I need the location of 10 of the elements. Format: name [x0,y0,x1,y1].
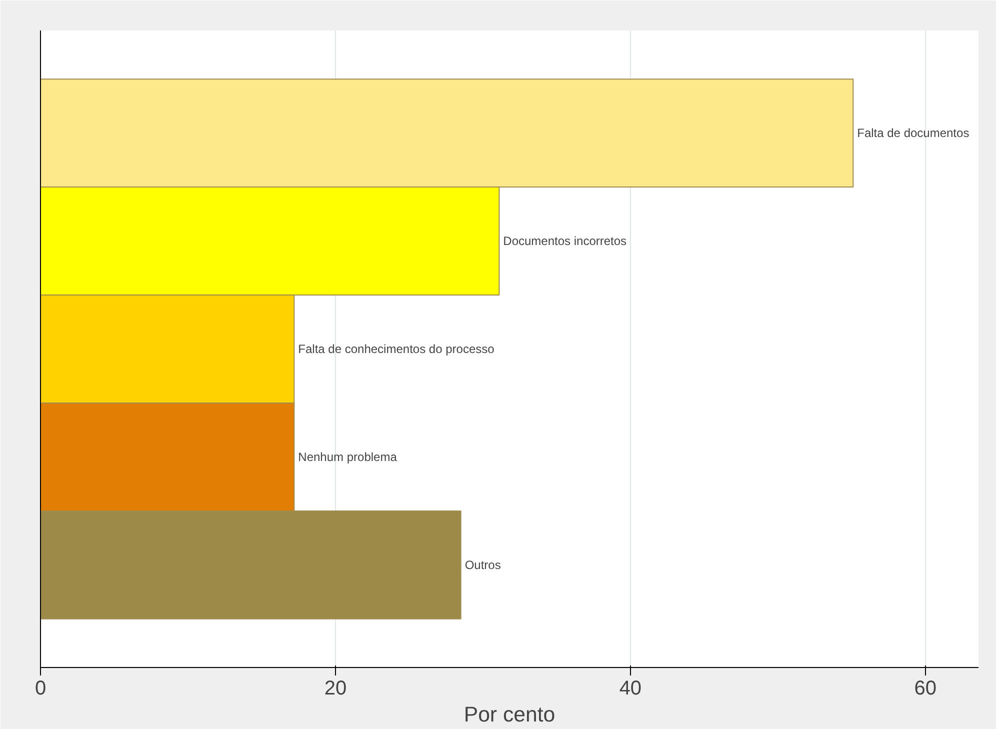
x-tick-label: 20 [324,678,347,700]
x-tick-label: 60 [914,678,937,700]
y-tick-label: Nenhum problema [298,450,398,464]
x-tick-label: 40 [619,678,642,700]
x-axis-title: Por cento [464,702,556,726]
y-tick-label: Documentos incorretos [503,234,627,248]
x-tick-label: 0 [34,678,46,700]
y-tick-label: Falta de documentos [857,126,970,140]
y-tick-label: Outros [464,558,501,572]
y-tick-label: Falta de conhecimentos do processo [298,342,495,356]
